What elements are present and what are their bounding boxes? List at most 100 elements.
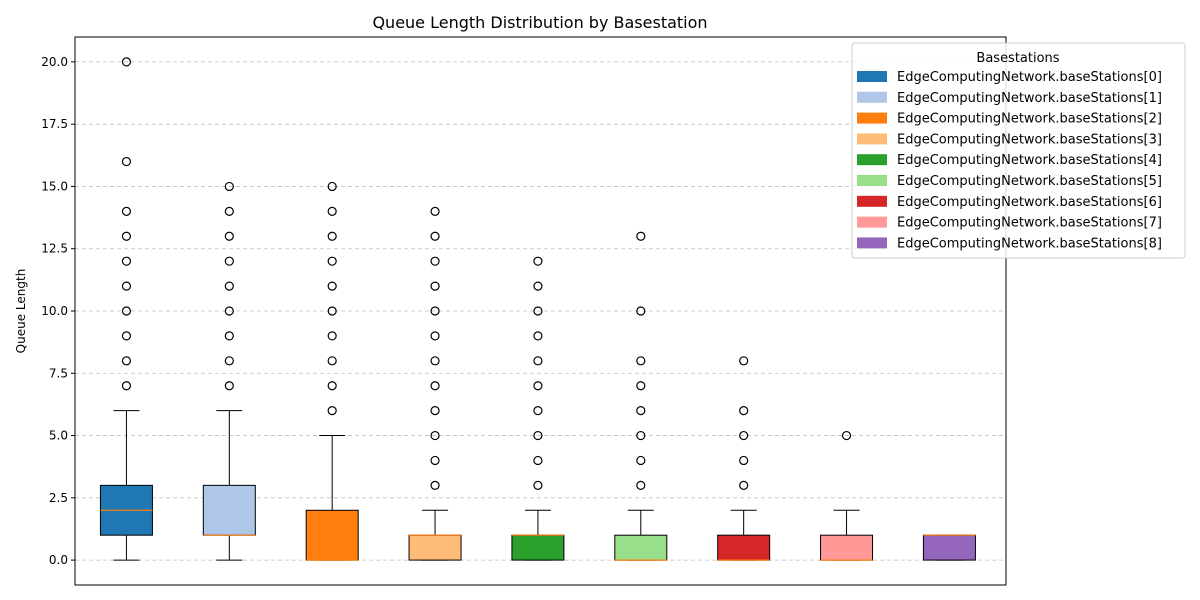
outlier-point (430, 480, 440, 490)
outlier-point (739, 356, 749, 366)
y-tick-label: 0.0 (49, 553, 68, 567)
outlier-point (327, 181, 337, 192)
outlier-point (327, 306, 337, 316)
iqr-box (820, 534, 874, 561)
legend-label-4: EdgeComputingNetwork.baseStations[4] (897, 153, 1162, 168)
outlier-point (327, 231, 337, 241)
outlier-point (327, 256, 337, 266)
legend-swatch-5 (857, 175, 887, 186)
outlier-point (533, 381, 543, 391)
outlier-point (121, 156, 132, 167)
legend-label-0: EdgeComputingNetwork.baseStations[0] (897, 70, 1162, 85)
outlier-point (224, 331, 234, 341)
outlier-point (430, 256, 440, 266)
outlier-point (327, 206, 337, 216)
outlier-point (224, 356, 234, 366)
y-tick-label: 12.5 (41, 242, 68, 256)
y-tick-label: 10.0 (41, 304, 68, 318)
y-tick-label: 20.0 (41, 55, 68, 69)
y-tick-label: 5.0 (49, 429, 68, 443)
iqr-box (408, 534, 462, 561)
outlier-point (121, 356, 132, 366)
legend-label-2: EdgeComputingNetwork.baseStations[2] (897, 112, 1162, 127)
outlier-point (224, 256, 234, 266)
outlier-point (121, 381, 132, 391)
outlier-point (121, 206, 132, 216)
legend-swatch-7 (857, 216, 887, 228)
y-ticks-layer: 0.0 2.5 5.0 7.5 10.0 12.5 15.0 17.5 20.0 (41, 55, 75, 567)
outlier-point (739, 430, 749, 441)
iqr-box (202, 484, 256, 536)
box-group-5 (614, 231, 668, 561)
outlier-point (739, 480, 749, 490)
outlier-point (739, 455, 749, 466)
outlier-point (533, 256, 543, 266)
outlier-point (430, 455, 440, 466)
outlier-point (224, 281, 234, 291)
outlier-point (430, 356, 440, 366)
box-group-2 (305, 181, 359, 561)
legend-label-1: EdgeComputingNetwork.baseStations[1] (897, 91, 1162, 106)
legend-swatch-6 (857, 195, 887, 207)
iqr-box (614, 534, 668, 561)
outlier-point (430, 381, 440, 391)
outlier-point (430, 331, 440, 341)
y-tick-label: 2.5 (49, 491, 68, 505)
outlier-point (224, 206, 234, 216)
chart-title: Queue Length Distribution by Basestation (372, 13, 707, 32)
outlier-point (224, 231, 234, 241)
outlier-point (533, 331, 543, 341)
box-group-1 (202, 181, 256, 561)
outlier-point (533, 406, 543, 416)
box-group-7 (820, 430, 874, 561)
outlier-point (636, 406, 646, 416)
outlier-point (327, 331, 337, 341)
box-group-8 (922, 534, 976, 561)
outlier-point (533, 281, 543, 291)
legend-label-6: EdgeComputingNetwork.baseStations[6] (897, 195, 1162, 210)
outlier-point (636, 306, 646, 316)
y-axis-label: Queue Length (14, 269, 28, 354)
outlier-point (533, 306, 543, 316)
outlier-point (636, 231, 646, 241)
legend-swatch-4 (857, 154, 887, 166)
outlier-point (533, 430, 543, 441)
outlier-point (739, 406, 749, 416)
outlier-point (636, 356, 646, 366)
y-tick-label: 15.0 (41, 179, 68, 193)
outlier-point (430, 231, 440, 241)
outlier-point (121, 331, 132, 341)
legend-frame (851, 42, 1186, 259)
outlier-point (636, 455, 646, 466)
outlier-point (430, 306, 440, 316)
outlier-point (224, 306, 234, 316)
outlier-point (224, 381, 234, 391)
legend-swatch-8 (857, 237, 887, 249)
outlier-point (121, 281, 132, 291)
outlier-point (636, 430, 646, 441)
box-group-3 (408, 206, 462, 561)
outlier-point (224, 181, 234, 192)
y-tick-label: 7.5 (49, 366, 68, 380)
box-group-4 (511, 256, 565, 561)
legend-swatch-2 (857, 112, 887, 124)
outlier-point (327, 356, 337, 366)
outlier-point (636, 480, 646, 490)
legend-swatch-1 (857, 91, 887, 103)
box-group-0 (99, 57, 153, 561)
iqr-box (511, 534, 565, 561)
y-tick-label: 17.5 (41, 117, 68, 131)
outlier-point (327, 281, 337, 291)
outlier-point (430, 406, 440, 416)
outlier-point (430, 281, 440, 291)
outlier-point (327, 406, 337, 416)
iqr-box (305, 509, 359, 561)
outlier-point (121, 306, 132, 316)
boxes-layer (99, 57, 976, 561)
outlier-point (121, 231, 132, 241)
legend-swatch-0 (857, 71, 887, 82)
iqr-box (717, 534, 771, 561)
iqr-box (922, 534, 976, 561)
outlier-point (121, 57, 132, 67)
